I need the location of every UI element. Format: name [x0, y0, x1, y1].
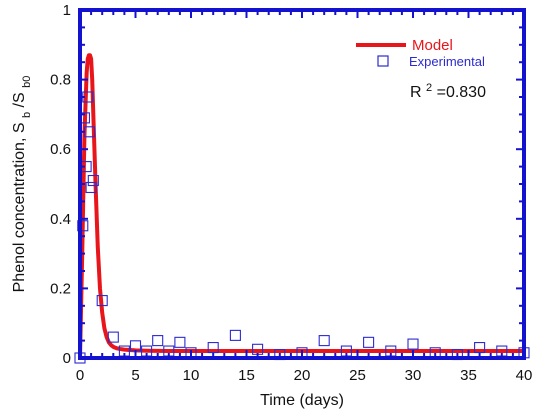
- y-axis-label-mid: /S: [11, 92, 28, 107]
- experimental-point: [229, 329, 241, 341]
- data-layer: [74, 53, 530, 364]
- x-tick-label: 35: [460, 367, 477, 384]
- r-squared-prefix: R: [410, 84, 422, 101]
- x-tick-label: 10: [183, 367, 200, 384]
- r-squared-annotation: R 2 =0.830: [410, 82, 486, 101]
- model-line: [78, 53, 526, 360]
- x-tick-label: 40: [516, 367, 533, 384]
- y-tick-label: 1: [63, 2, 71, 19]
- y-tick-label: 0.8: [50, 72, 71, 89]
- x-tick-label: 5: [131, 367, 139, 384]
- y-tick-label: 0.2: [50, 280, 71, 297]
- experimental-point: [174, 336, 186, 348]
- experimental-point: [363, 336, 375, 348]
- y-axis-label: Phenol concentration, S b /S b0: [11, 76, 33, 293]
- y-axis-label-sub-2: b0: [21, 76, 33, 88]
- x-tick-label: 20: [294, 367, 311, 384]
- legend-experimental-marker: [377, 55, 389, 67]
- axis-layer: 0 5 10 15 20 25 30 35 40 0 0.2 0.4 0.6 0.8 1: [50, 2, 532, 384]
- legend-model-label: Model: [412, 37, 453, 54]
- experimental-point: [87, 174, 99, 187]
- y-axis-label-sub-1: b: [21, 112, 33, 118]
- x-tick-label: 30: [405, 367, 422, 384]
- experimental-point: [152, 335, 164, 347]
- x-tick-label: 15: [238, 367, 255, 384]
- experimental-point: [474, 342, 486, 354]
- experimental-point: [85, 181, 97, 194]
- x-axis-label: Time (days): [260, 392, 344, 409]
- y-tick-label: 0.6: [50, 141, 71, 158]
- r-squared-superscript: 2: [426, 82, 432, 94]
- experimental-point: [207, 342, 219, 354]
- experimental-point: [77, 220, 89, 232]
- x-tick-label: 0: [76, 367, 84, 384]
- r-squared-suffix: =0.830: [437, 84, 486, 101]
- legend: Model Experimental: [356, 37, 485, 69]
- y-tick-label: 0: [63, 350, 71, 367]
- experimental-point: [96, 295, 108, 307]
- x-tick-label: 25: [349, 367, 366, 384]
- y-axis-label-main: Phenol concentration, S: [11, 122, 28, 292]
- experimental-point: [318, 335, 330, 347]
- experimental-point: [107, 331, 119, 343]
- legend-experimental-label: Experimental: [409, 54, 485, 69]
- y-tick-label: 0.4: [50, 211, 71, 228]
- experimental-point: [407, 338, 419, 350]
